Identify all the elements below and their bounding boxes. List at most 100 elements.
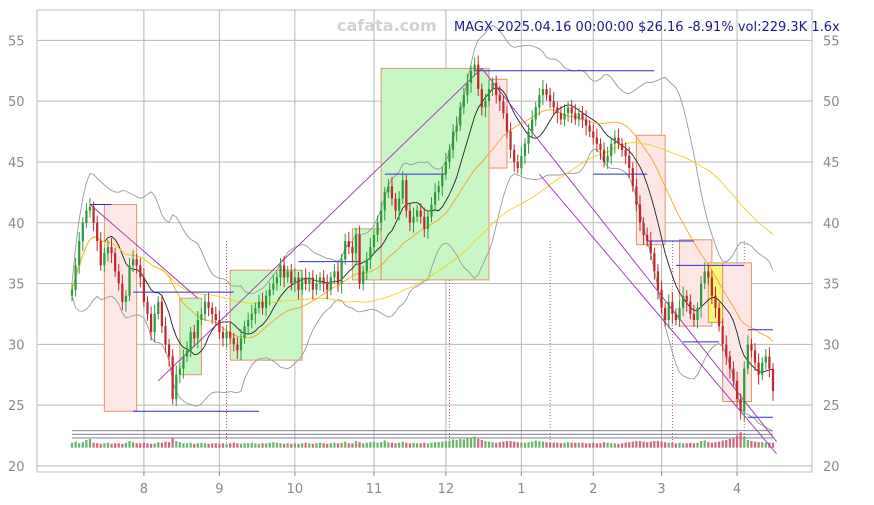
- volume-bar: [326, 443, 329, 448]
- candle-body: [221, 332, 225, 339]
- volume-bar: [487, 441, 491, 448]
- volume-bar: [523, 442, 527, 448]
- candle-body: [703, 271, 706, 284]
- candle-body: [771, 368, 775, 392]
- volume-bar: [646, 442, 649, 448]
- volume-bar: [707, 442, 710, 448]
- volume-bar: [142, 442, 146, 448]
- candle-body: [699, 283, 703, 308]
- candle-body: [505, 113, 509, 132]
- candle-body: [455, 125, 458, 132]
- volume-bar: [764, 442, 767, 448]
- volume-bar: [696, 442, 699, 448]
- volume-bar: [480, 439, 483, 448]
- candle-body: [380, 210, 383, 223]
- candle-body: [121, 283, 124, 302]
- candle-body: [549, 95, 552, 102]
- volume-bar: [383, 440, 386, 448]
- candle-body: [229, 332, 232, 339]
- volume-bar: [290, 443, 293, 448]
- candle-body: [394, 198, 397, 211]
- volume-bar: [315, 443, 318, 448]
- volume-bar: [484, 441, 487, 448]
- candle-body: [139, 265, 142, 278]
- candle-body: [275, 277, 279, 284]
- candle-body: [563, 113, 566, 120]
- volume-bar: [638, 441, 642, 448]
- volume-bar: [559, 443, 563, 448]
- candle-body: [124, 295, 128, 302]
- candle-body: [469, 70, 473, 83]
- volume-bar: [390, 442, 394, 448]
- trend-lines: [89, 68, 777, 455]
- volume-bar: [599, 443, 602, 448]
- volume-bar: [613, 443, 616, 448]
- volume-bar: [466, 438, 469, 448]
- x-tick-label: 2: [589, 482, 597, 497]
- watermark: cafata.com: [337, 16, 437, 35]
- candle-body: [732, 368, 735, 381]
- volume-bar: [606, 442, 609, 448]
- candle-body: [135, 259, 138, 266]
- candle-body: [347, 241, 350, 248]
- candle-body: [477, 64, 480, 90]
- volume-bar: [103, 443, 106, 448]
- candle-body: [574, 113, 577, 120]
- candle-body: [160, 301, 163, 327]
- volume-bar: [509, 441, 512, 448]
- y-tick-label-right: 20: [823, 460, 840, 475]
- volume-bar: [451, 439, 455, 448]
- x-axis: 8 9 10 11 12 1 2 3 4: [140, 472, 741, 497]
- candle-body: [365, 259, 368, 272]
- volume-bar: [635, 441, 638, 448]
- volume-bar: [739, 432, 742, 448]
- candle-body: [685, 295, 688, 302]
- volume-bar: [735, 435, 739, 448]
- volume-bar: [286, 443, 289, 448]
- volume-bar: [300, 443, 304, 448]
- candle-body: [362, 271, 365, 284]
- volume-bar: [376, 442, 379, 448]
- volume-bar: [81, 442, 84, 448]
- volume-bar: [380, 442, 383, 448]
- volume-bar: [308, 443, 311, 448]
- candle-body: [250, 313, 253, 321]
- volume-bar: [344, 441, 347, 448]
- volume-bar: [329, 443, 332, 448]
- volume-bar: [322, 443, 325, 448]
- candle-body: [265, 295, 268, 308]
- candle-body: [689, 301, 692, 314]
- volume-bar: [592, 442, 595, 448]
- candle-body: [398, 198, 401, 211]
- candle-body: [480, 89, 483, 108]
- candle-body: [588, 125, 591, 132]
- volume-bar: [746, 439, 749, 448]
- candle-body: [268, 289, 271, 296]
- y-tick-label-right: 40: [823, 217, 840, 232]
- volume-bar: [541, 441, 545, 448]
- volume-bar: [728, 438, 731, 448]
- volume-bar: [556, 442, 559, 448]
- candle-body: [261, 301, 264, 308]
- volume-bar: [628, 442, 631, 448]
- candle-body: [613, 137, 616, 144]
- volume-bar: [437, 442, 440, 448]
- candle-body: [761, 362, 764, 375]
- candle-body: [682, 295, 685, 308]
- volume-bar: [495, 442, 498, 448]
- volume-bar: [660, 441, 663, 448]
- volume-bar: [340, 442, 343, 448]
- volume-bar: [505, 441, 509, 448]
- volume-bar: [351, 443, 354, 448]
- volume-bar: [743, 436, 746, 448]
- candle-body: [282, 265, 286, 278]
- volume-bar: [196, 443, 199, 448]
- candle-body: [164, 326, 167, 345]
- y-tick-label-left: 50: [8, 95, 25, 110]
- volume-bar: [624, 442, 627, 448]
- volume-bar: [516, 442, 519, 448]
- volume-bar: [200, 442, 203, 448]
- candle-body: [114, 253, 117, 272]
- candle-body: [541, 89, 545, 96]
- volume-bar: [387, 442, 390, 448]
